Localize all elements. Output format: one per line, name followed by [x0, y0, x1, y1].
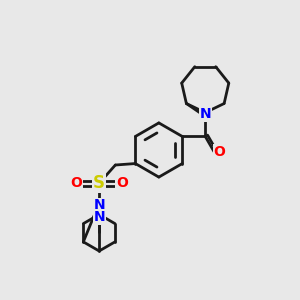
Text: N: N — [93, 198, 105, 212]
Text: O: O — [214, 145, 225, 159]
Text: O: O — [70, 176, 82, 190]
Text: S: S — [93, 174, 105, 192]
Text: N: N — [93, 210, 105, 224]
Text: O: O — [116, 176, 128, 190]
Text: N: N — [200, 107, 211, 122]
